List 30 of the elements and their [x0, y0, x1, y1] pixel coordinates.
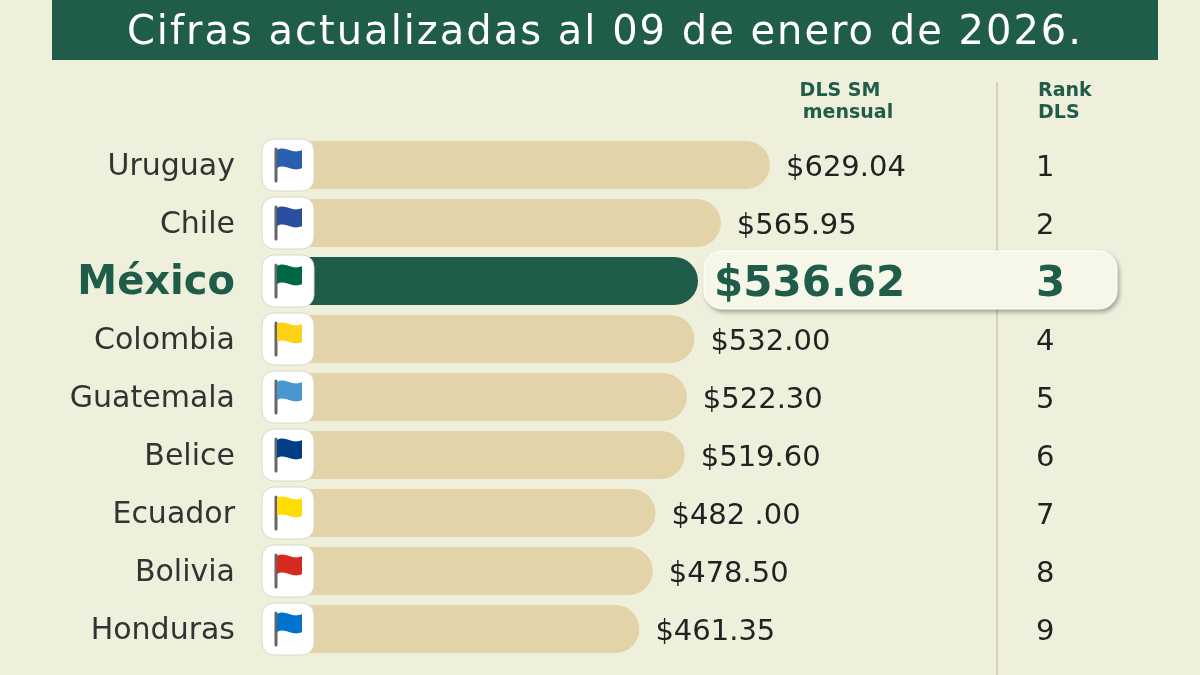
y-tick-label: Uruguay	[107, 147, 235, 182]
y-tick-label: Ecuador	[112, 495, 236, 530]
data-label: $461.35	[655, 613, 776, 647]
text: 5	[1036, 381, 1055, 415]
data-label: $565.95	[736, 207, 857, 241]
data-label: $478.50	[668, 555, 789, 589]
text: 9	[1036, 613, 1055, 647]
data-label: $482 .00	[671, 497, 801, 531]
y-tick-label: Honduras	[90, 611, 235, 646]
y-tick-label: Belice	[144, 437, 235, 472]
y-tick-label: Bolivia	[134, 553, 235, 588]
text: 2	[1036, 207, 1055, 241]
text: 3	[1036, 257, 1066, 306]
text: 8	[1036, 555, 1055, 589]
data-label: $532.00	[710, 323, 831, 357]
chart-title: Cifras actualizadas al 09 de enero de 2026.	[126, 7, 1084, 53]
text: 1	[1036, 149, 1055, 183]
y-tick-label: México	[77, 257, 235, 303]
data-label: $536.62	[714, 257, 906, 306]
text: 6	[1036, 439, 1055, 473]
data-label: $522.30	[702, 381, 823, 415]
data-label: $519.60	[700, 439, 821, 473]
y-tick-label: Chile	[159, 205, 235, 240]
text: 7	[1036, 497, 1055, 531]
data-label: $629.04	[786, 149, 906, 183]
text: DLS SM mensual	[799, 78, 894, 122]
y-tick-label: Colombia	[94, 321, 235, 356]
text: 4	[1036, 323, 1055, 357]
text: Rank DLS	[1038, 78, 1092, 122]
y-tick-label: Guatemala	[69, 379, 235, 414]
